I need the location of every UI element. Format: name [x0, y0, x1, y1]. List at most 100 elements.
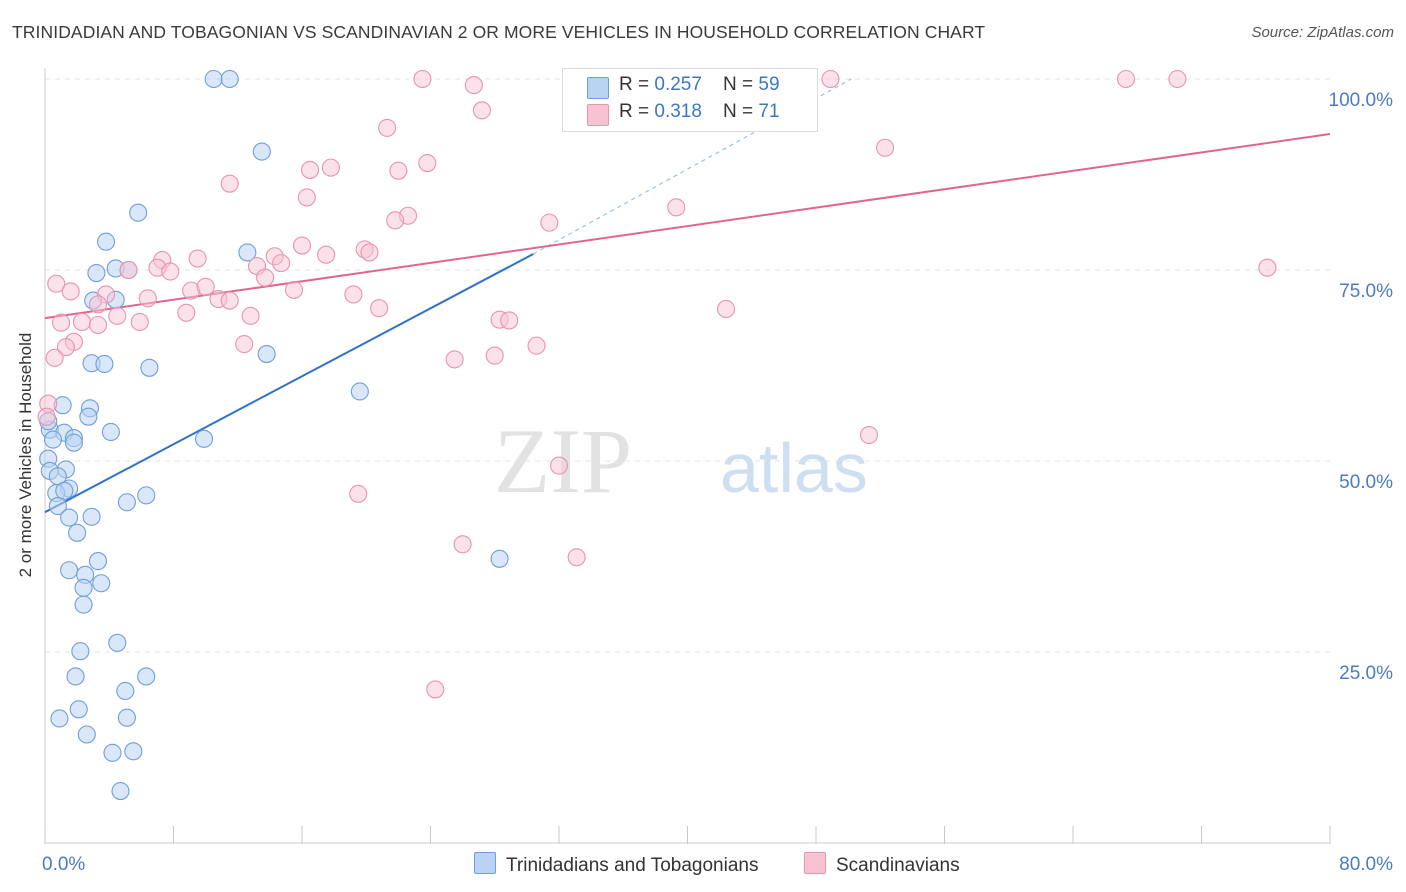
data-point-trinidadian	[74, 595, 93, 614]
data-point-scandinavian	[344, 285, 363, 304]
data-point-scandinavian	[52, 313, 71, 332]
data-point-scandinavian	[464, 76, 483, 95]
data-point-scandinavian	[130, 312, 149, 332]
data-point-scandinavian	[177, 303, 196, 322]
data-point-scandinavian	[138, 289, 157, 308]
data-point-trinidadian	[220, 69, 239, 89]
data-point-scandinavian	[667, 198, 686, 217]
data-point-scandinavian	[527, 336, 546, 355]
source-label: Source: ZipAtlas.com	[1251, 24, 1394, 41]
data-point-scandinavian	[389, 161, 408, 180]
data-point-trinidadian	[140, 358, 159, 377]
data-point-trinidadian	[96, 232, 116, 251]
legend-n-value: 71	[758, 101, 780, 122]
y-tick-label: 50.0%	[1339, 472, 1393, 493]
data-point-scandinavian	[272, 254, 291, 273]
legend-label: Scandinavians	[836, 855, 960, 876]
data-point-scandinavian	[284, 280, 304, 299]
data-point-scandinavian	[119, 260, 138, 280]
data-point-scandinavian	[386, 211, 405, 230]
trend-lines	[44, 78, 1331, 514]
data-point-trinidadian	[194, 429, 214, 448]
data-point-trinidadian	[50, 709, 69, 728]
data-point-scandinavian	[297, 188, 316, 207]
data-point-scandinavian	[45, 348, 64, 367]
legend-r-label: R =	[619, 101, 655, 122]
data-point-trinidadian	[117, 493, 136, 512]
data-point-scandinavian	[161, 262, 180, 281]
legend-label: Trinidadians and Tobagonians	[506, 855, 759, 876]
data-point-trinidadian	[204, 69, 223, 89]
data-point-scandinavian	[196, 277, 215, 296]
data-point-trinidadian	[137, 667, 156, 686]
data-point-scandinavian	[445, 350, 464, 369]
data-point-scandinavian	[220, 174, 239, 193]
x-tick-label-max: 80.0%	[1339, 854, 1393, 875]
legend-r-value: 0.257	[654, 74, 702, 95]
data-point-trinidadian	[55, 481, 74, 500]
data-point-trinidadian	[116, 681, 135, 701]
data-point-trinidadian	[82, 507, 101, 526]
data-point-scandinavian	[37, 407, 56, 426]
data-point-trinidadian	[101, 422, 120, 442]
data-point-scandinavian	[47, 274, 66, 293]
legend-n-label: N =	[723, 101, 759, 122]
data-point-scandinavian	[88, 315, 108, 335]
y-tick-label: 25.0%	[1339, 663, 1393, 684]
watermark-atlas: atlas	[720, 429, 868, 507]
data-point-scandinavian	[549, 456, 569, 475]
data-point-trinidadian	[60, 508, 79, 527]
data-point-trinidadian	[95, 354, 114, 374]
data-point-trinidadian	[350, 382, 369, 401]
data-point-trinidadian	[48, 497, 67, 516]
data-point-scandinavian	[821, 69, 840, 89]
bottom-legend-trinidadian[interactable]: Trinidadians and Tobagonians	[474, 852, 758, 877]
data-point-trinidadian	[77, 725, 96, 744]
data-point-trinidadian	[137, 486, 156, 505]
data-point-scandinavian	[300, 160, 320, 179]
legend-n-value: 59	[758, 74, 780, 95]
series-pink-points	[37, 69, 1277, 699]
data-point-trinidadian	[490, 549, 509, 568]
data-point-scandinavian	[1258, 258, 1277, 277]
data-point-scandinavian	[485, 346, 504, 365]
legend-swatch-blue	[587, 77, 609, 99]
gridlines	[45, 78, 1330, 653]
data-point-scandinavian	[292, 236, 312, 255]
data-point-trinidadian	[238, 243, 257, 262]
data-point-trinidadian	[60, 561, 79, 580]
tick-labels: 25.0% 50.0% 75.0% 100.0% 0.0% 80.0%	[42, 90, 1393, 875]
legend-r-value: 0.318	[654, 101, 702, 122]
y-tick-label: 75.0%	[1339, 281, 1393, 302]
correlation-legend: R = 0.257 N = 59 R = 0.318 N = 71	[562, 68, 818, 132]
data-point-trinidadian	[79, 407, 98, 426]
data-point-scandinavian	[56, 338, 75, 357]
bottom-legend-scandinavian[interactable]: Scandinavians	[804, 852, 960, 877]
watermark: ZIP atlas	[494, 410, 868, 512]
data-point-trinidadian	[92, 574, 111, 593]
data-point-scandinavian	[426, 680, 445, 699]
data-point-scandinavian	[61, 282, 80, 301]
data-point-trinidadian	[71, 642, 90, 661]
data-point-scandinavian	[108, 306, 127, 325]
data-point-trinidadian	[108, 633, 127, 652]
data-point-scandinavian	[859, 425, 879, 445]
data-point-scandinavian	[1116, 69, 1136, 89]
data-point-scandinavian	[256, 268, 275, 287]
data-point-scandinavian	[220, 291, 239, 310]
data-point-trinidadian	[69, 700, 88, 719]
data-point-scandinavian	[378, 118, 397, 137]
data-point-scandinavian	[349, 484, 368, 503]
data-point-scandinavian	[1168, 69, 1187, 89]
data-point-trinidadian	[129, 203, 148, 222]
data-point-scandinavian	[72, 312, 91, 332]
data-point-trinidadian	[124, 742, 143, 761]
data-point-trinidadian	[88, 552, 108, 571]
data-point-scandinavian	[716, 299, 736, 319]
data-point-scandinavian	[317, 245, 336, 264]
data-point-scandinavian	[321, 158, 340, 177]
data-point-scandinavian	[370, 299, 389, 318]
legend-swatch-pink	[804, 852, 826, 874]
data-point-trinidadian	[74, 578, 93, 597]
